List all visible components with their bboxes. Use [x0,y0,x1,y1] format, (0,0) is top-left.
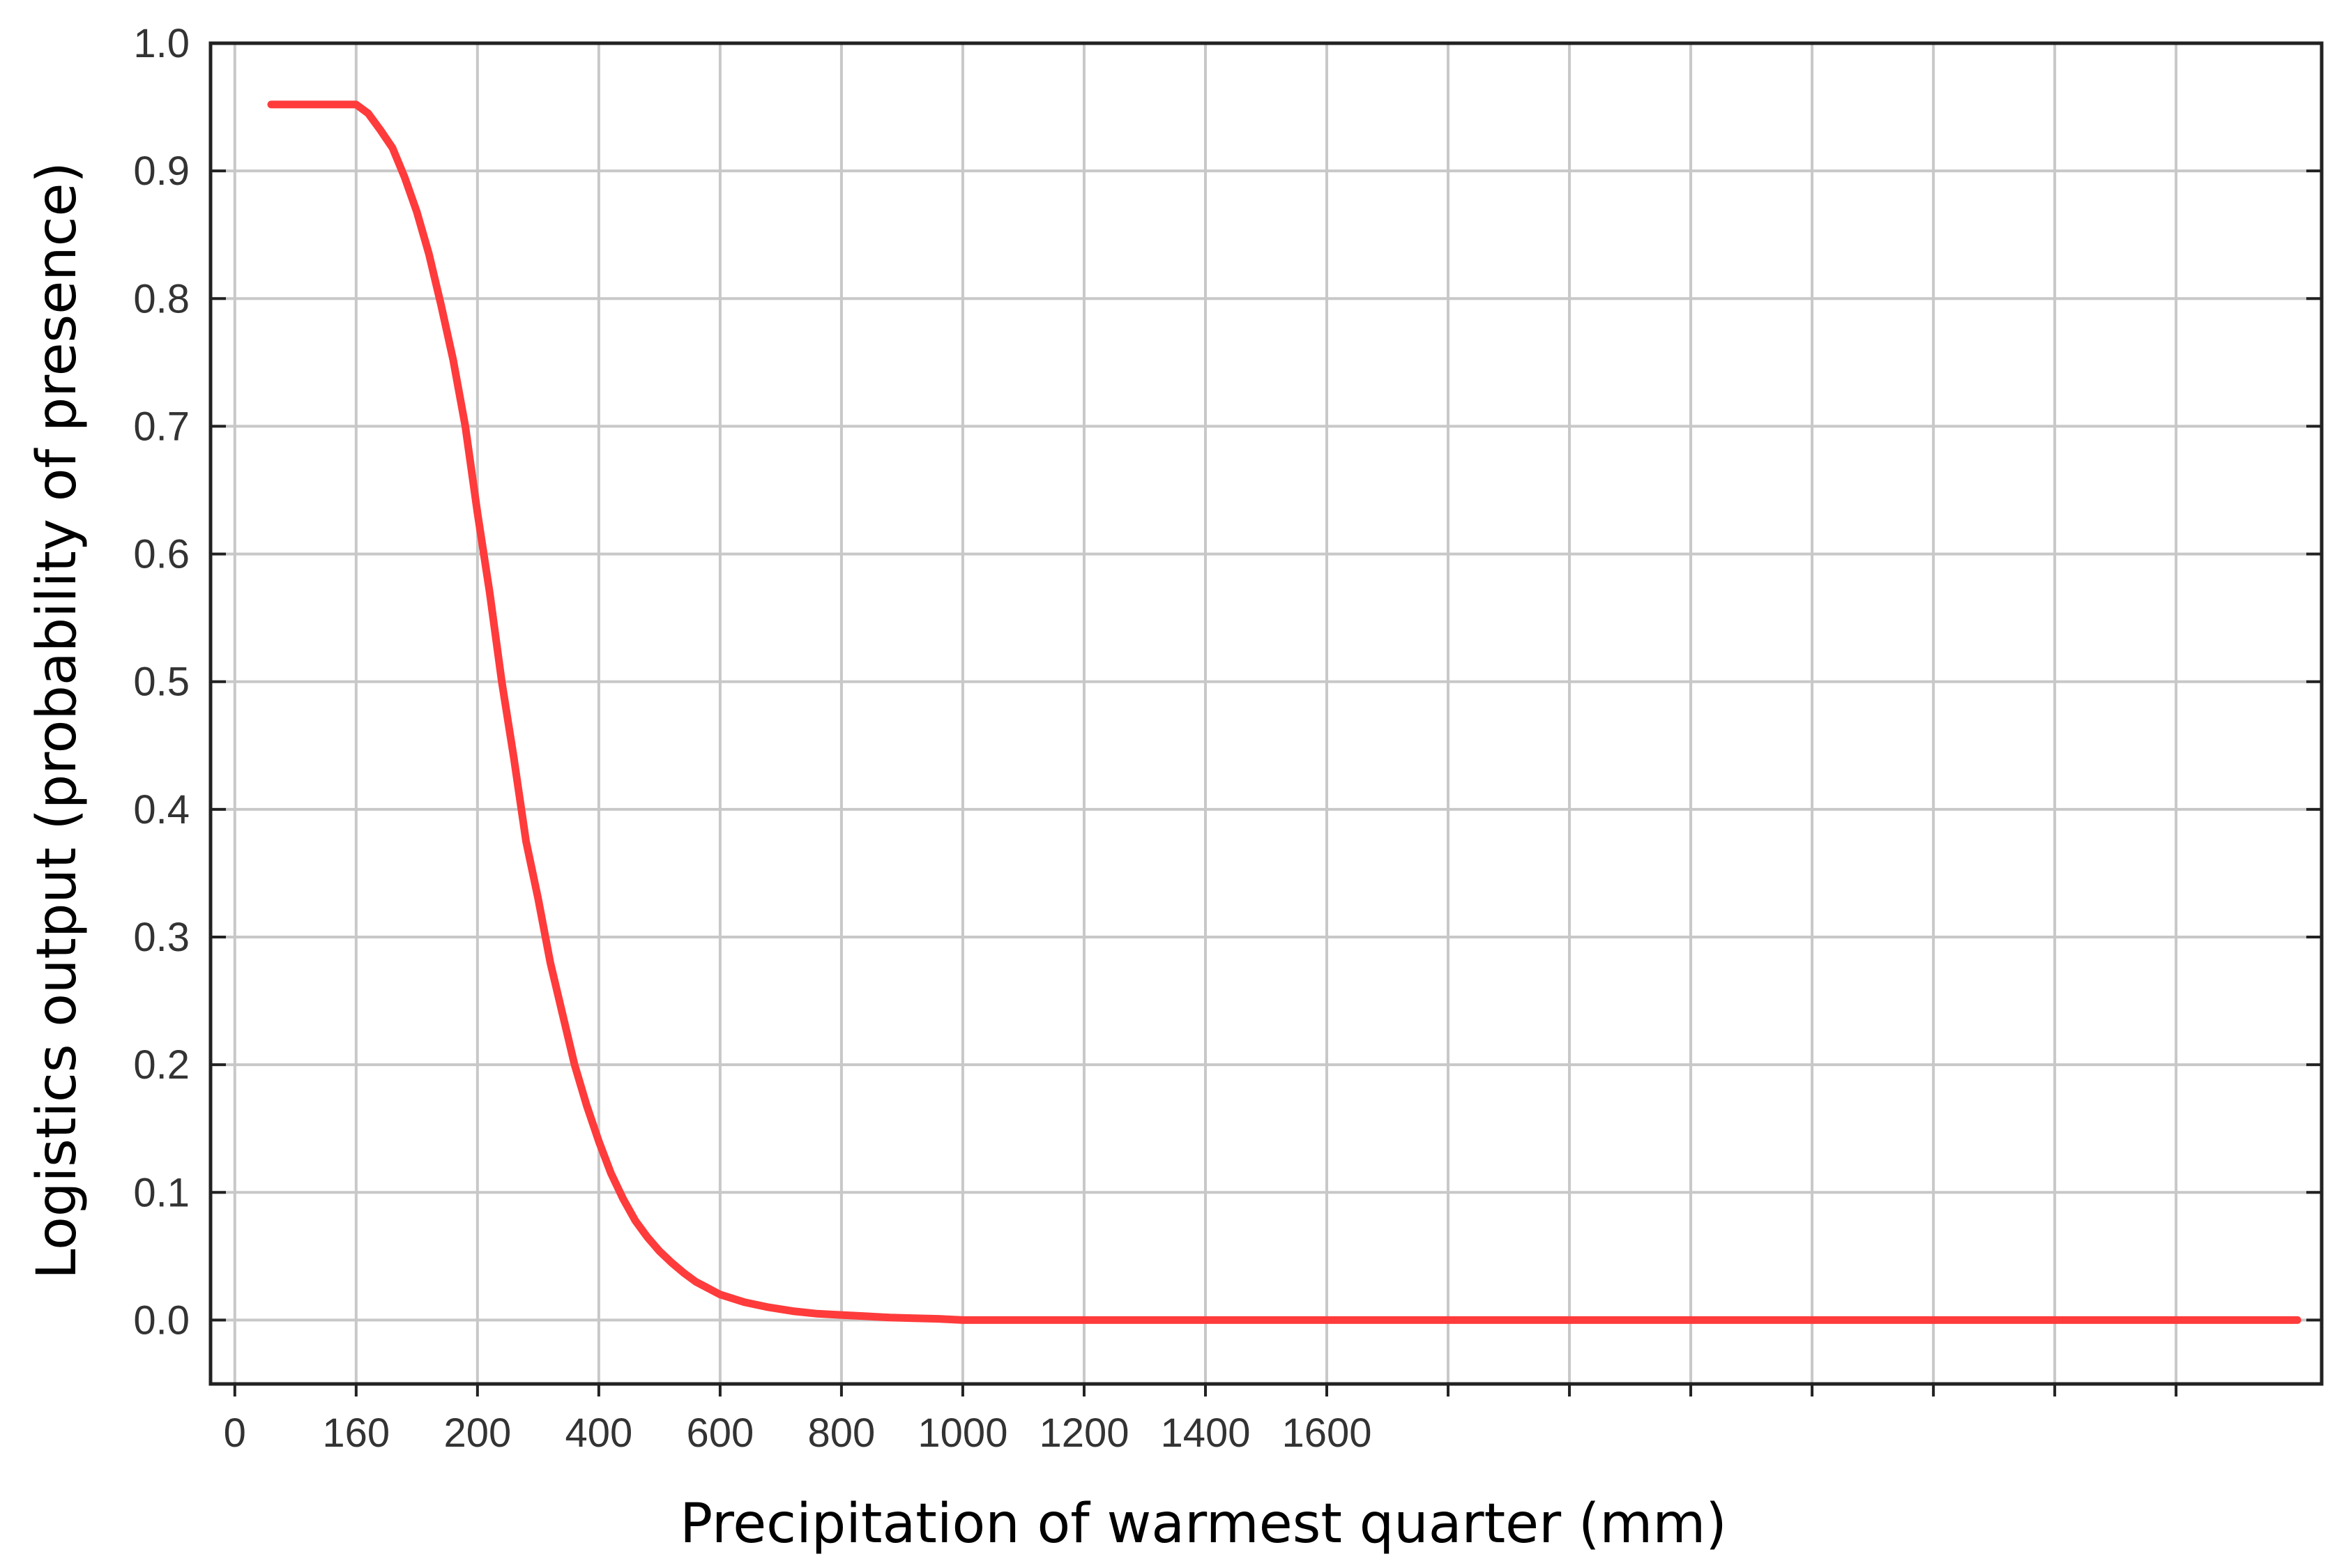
x-tick-label: 600 [687,1410,754,1456]
tick-labels: 0.0 0.1 0.2 0.3 0.4 0.5 0.6 0.7 0.8 0.9 1.0 0 160 200… [133,21,1371,1456]
y-axis-title: Logistics output (probability of presenc… [26,162,89,1279]
y-tick-label: 0.0 [133,1297,190,1343]
tick-marks [211,42,2322,1396]
x-tick-label: 200 [443,1410,511,1456]
x-tick-label: 1000 [918,1410,1007,1456]
series-line-0 [267,100,2301,1324]
y-tick-label: 0.9 [133,149,190,194]
x-tick-label: 1600 [1281,1410,1371,1456]
x-tick-label: 400 [565,1410,632,1456]
x-tick-label: 1200 [1039,1410,1129,1456]
x-axis-title: Precipitation of warmest quarter (mm) [680,1493,1727,1555]
y-tick-label: 0.2 [133,1042,190,1088]
x-tick-label: 800 [808,1410,876,1456]
series-layer [267,100,2301,1324]
y-tick-label: 0.8 [133,276,190,321]
plot-frame [208,41,2324,1386]
y-tick-label: 0.3 [133,915,190,960]
x-tick-label: 0 [224,1410,246,1456]
y-tick-label: 0.4 [133,787,190,832]
y-tick-label: 0.1 [133,1170,190,1215]
y-tick-label: 1.0 [133,21,190,66]
x-tick-label: 1400 [1160,1410,1250,1456]
y-tick-label: 0.6 [133,532,190,577]
x-tick-label: 160 [322,1410,390,1456]
y-tick-label: 0.5 [133,660,190,705]
y-tick-label: 0.7 [133,404,190,449]
